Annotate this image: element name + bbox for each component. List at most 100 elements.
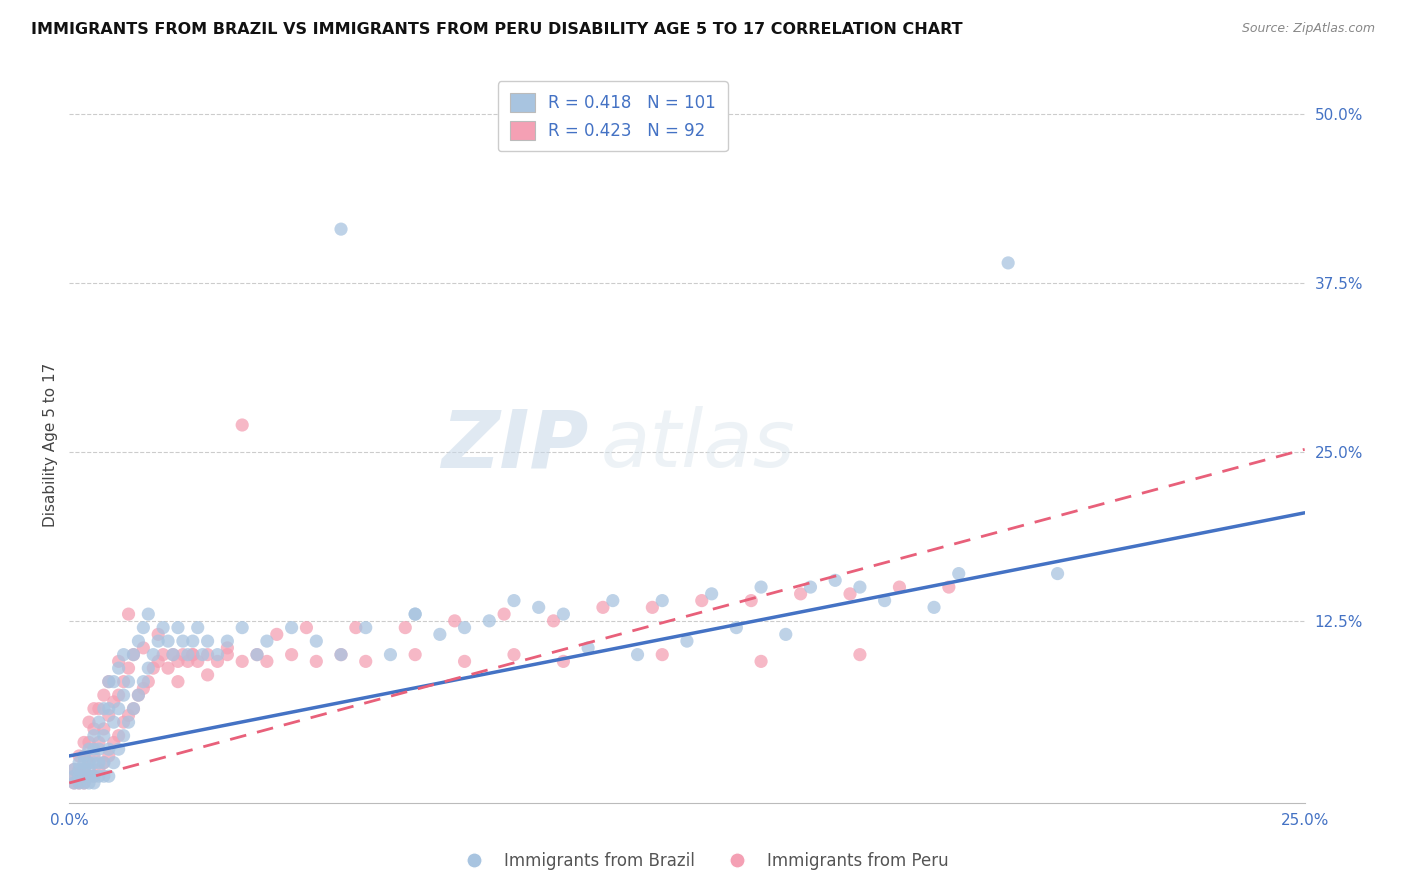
- Point: [122, 648, 145, 662]
- Point: [93, 729, 115, 743]
- Point: [839, 587, 862, 601]
- Point: [142, 648, 165, 662]
- Point: [97, 708, 120, 723]
- Point: [112, 729, 135, 743]
- Point: [478, 614, 501, 628]
- Point: [889, 580, 911, 594]
- Point: [122, 648, 145, 662]
- Point: [83, 769, 105, 783]
- Point: [73, 748, 96, 763]
- Point: [103, 735, 125, 749]
- Point: [453, 654, 475, 668]
- Point: [132, 674, 155, 689]
- Point: [172, 648, 194, 662]
- Point: [73, 776, 96, 790]
- Point: [305, 654, 328, 668]
- Point: [83, 769, 105, 783]
- Point: [73, 763, 96, 777]
- Point: [107, 654, 129, 668]
- Point: [67, 763, 90, 777]
- Point: [172, 634, 194, 648]
- Point: [938, 580, 960, 594]
- Point: [67, 748, 90, 763]
- Point: [626, 648, 648, 662]
- Point: [77, 776, 100, 790]
- Point: [246, 648, 269, 662]
- Point: [690, 593, 713, 607]
- Point: [602, 593, 624, 607]
- Point: [217, 640, 239, 655]
- Text: Source: ZipAtlas.com: Source: ZipAtlas.com: [1241, 22, 1375, 36]
- Point: [77, 735, 100, 749]
- Point: [112, 648, 135, 662]
- Point: [231, 621, 253, 635]
- Point: [873, 593, 896, 607]
- Point: [103, 695, 125, 709]
- Text: IMMIGRANTS FROM BRAZIL VS IMMIGRANTS FROM PERU DISABILITY AGE 5 TO 17 CORRELATIO: IMMIGRANTS FROM BRAZIL VS IMMIGRANTS FRO…: [31, 22, 963, 37]
- Point: [231, 654, 253, 668]
- Point: [789, 587, 811, 601]
- Point: [354, 621, 377, 635]
- Point: [197, 634, 219, 648]
- Point: [592, 600, 614, 615]
- Point: [93, 769, 115, 783]
- Point: [266, 627, 288, 641]
- Point: [112, 688, 135, 702]
- Point: [749, 654, 772, 668]
- Point: [344, 621, 367, 635]
- Point: [83, 756, 105, 770]
- Point: [142, 661, 165, 675]
- Point: [725, 621, 748, 635]
- Point: [576, 640, 599, 655]
- Point: [77, 769, 100, 783]
- Point: [651, 593, 673, 607]
- Point: [93, 756, 115, 770]
- Point: [117, 607, 139, 621]
- Point: [136, 661, 159, 675]
- Point: [295, 621, 318, 635]
- Point: [152, 621, 174, 635]
- Point: [922, 600, 945, 615]
- Point: [87, 756, 110, 770]
- Point: [641, 600, 664, 615]
- Point: [651, 648, 673, 662]
- Point: [63, 763, 86, 777]
- Point: [177, 648, 200, 662]
- Point: [676, 634, 699, 648]
- Text: atlas: atlas: [600, 406, 796, 484]
- Point: [103, 715, 125, 730]
- Point: [112, 715, 135, 730]
- Point: [136, 607, 159, 621]
- Point: [122, 701, 145, 715]
- Point: [553, 654, 575, 668]
- Point: [503, 593, 526, 607]
- Point: [246, 648, 269, 662]
- Point: [849, 648, 872, 662]
- Point: [97, 674, 120, 689]
- Point: [256, 634, 278, 648]
- Point: [148, 654, 170, 668]
- Point: [162, 648, 184, 662]
- Point: [117, 661, 139, 675]
- Point: [107, 742, 129, 756]
- Point: [67, 769, 90, 783]
- Point: [77, 769, 100, 783]
- Point: [132, 681, 155, 696]
- Point: [87, 769, 110, 783]
- Point: [256, 654, 278, 668]
- Point: [700, 587, 723, 601]
- Point: [83, 748, 105, 763]
- Point: [181, 648, 204, 662]
- Point: [77, 756, 100, 770]
- Point: [97, 701, 120, 715]
- Point: [503, 648, 526, 662]
- Point: [177, 654, 200, 668]
- Point: [280, 648, 302, 662]
- Point: [103, 674, 125, 689]
- Point: [404, 607, 426, 621]
- Point: [136, 674, 159, 689]
- Point: [305, 634, 328, 648]
- Point: [87, 701, 110, 715]
- Point: [167, 654, 190, 668]
- Point: [380, 648, 402, 662]
